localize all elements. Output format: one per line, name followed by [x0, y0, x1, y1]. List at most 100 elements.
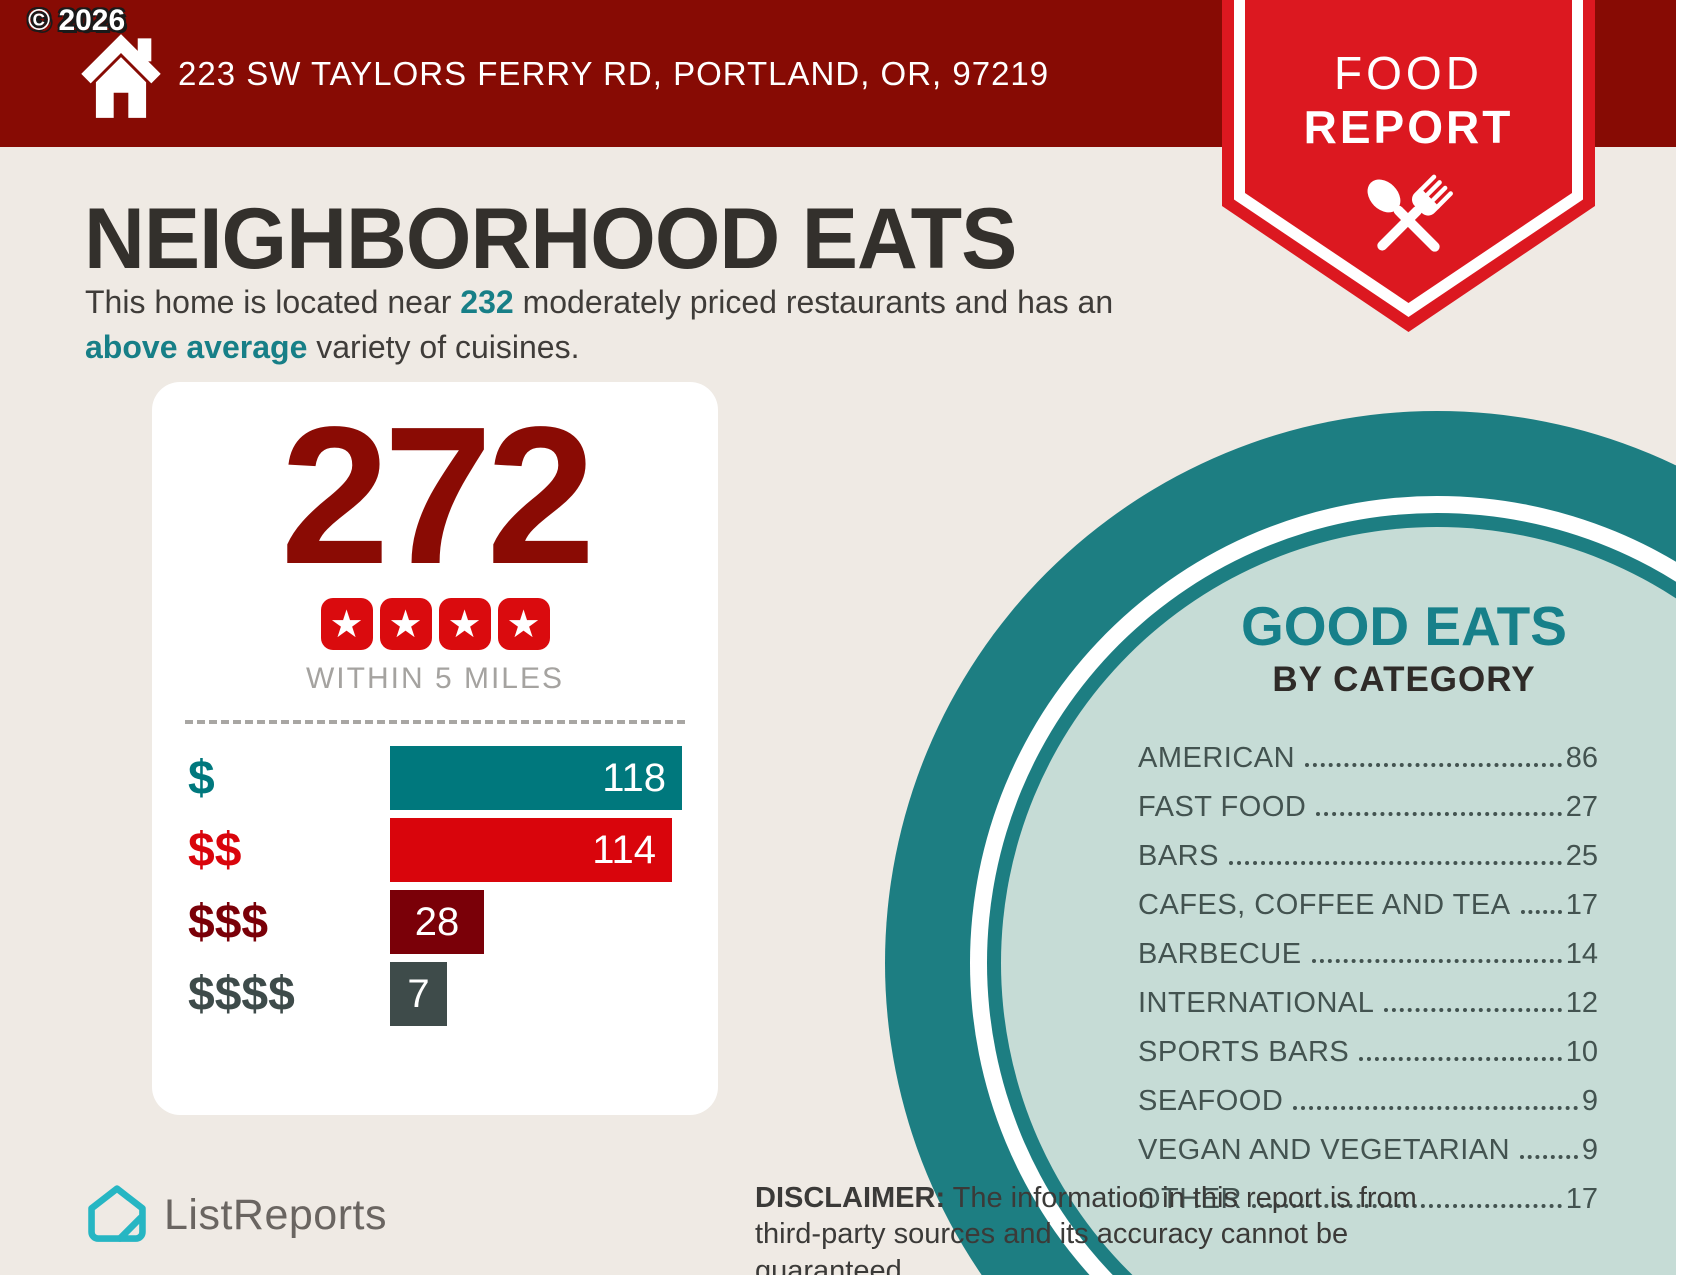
bar-value: 118: [602, 755, 666, 800]
dotted-leader: [1228, 861, 1562, 865]
bar-track: 118: [390, 746, 682, 810]
disclaimer: DISCLAIMER: The information in this repo…: [755, 1180, 1435, 1275]
ribbon-content: FOOD REPORT: [1222, 0, 1595, 332]
disclaimer-label: DISCLAIMER:: [755, 1182, 946, 1214]
price-bar-row: $$$ 28: [188, 890, 682, 954]
category-value: 27: [1565, 791, 1598, 823]
dotted-leader: [1520, 910, 1562, 914]
category-value: 14: [1565, 938, 1598, 970]
price-tier-label: $$$$: [188, 967, 295, 1021]
category-row: INTERNATIONAL 12: [1138, 971, 1598, 1020]
ribbon-title-report: REPORT: [1303, 101, 1514, 153]
star-icon: ★: [497, 598, 550, 650]
bar-value: 28: [414, 899, 460, 944]
price-bar-chart: $ 118 $$ 114: [152, 746, 718, 1034]
listreports-brand: ListReports: [84, 1182, 387, 1248]
dotted-leader: [1305, 763, 1562, 767]
dotted-leader: [1520, 1155, 1578, 1159]
bar: 118: [390, 746, 682, 810]
food-report-ribbon: FOOD REPORT: [1222, 0, 1595, 332]
good-eats-subtitle: BY CATEGORY: [1272, 660, 1536, 699]
bar: 28: [390, 890, 484, 954]
category-row: OTHER 17: [1138, 1167, 1598, 1216]
dotted-leader: [1252, 1204, 1562, 1208]
star-icon: ★: [379, 598, 432, 650]
star-icon: ★: [320, 598, 373, 650]
category-value: 9: [1581, 1085, 1598, 1117]
category-label: AMERICAN: [1138, 742, 1296, 774]
price-bar-row: $ 118: [188, 746, 682, 810]
dotted-leader: [1384, 1008, 1562, 1012]
category-label: SPORTS BARS: [1138, 1036, 1350, 1068]
category-label: FAST FOOD: [1138, 791, 1307, 823]
bar-track: 114: [390, 818, 682, 882]
restaurant-count: 232: [460, 284, 514, 320]
category-value: 10: [1565, 1036, 1598, 1068]
category-value: 12: [1565, 987, 1598, 1019]
intro-text: This home is located near 232 moderately…: [85, 280, 1145, 370]
star-glyph: ★: [388, 602, 423, 646]
good-eats-header: GOOD EATS BY CATEGORY: [1104, 594, 1676, 700]
page-title: NEIGHBORHOOD EATS: [84, 191, 1017, 287]
dotted-leader: [1293, 1106, 1578, 1110]
category-value: 17: [1565, 1183, 1598, 1215]
home-icon: [81, 34, 161, 118]
category-row: SPORTS BARS 10: [1138, 1020, 1598, 1069]
category-row: BARBECUE 14: [1138, 922, 1598, 971]
rating-row: ★ ★ ★ ★: [320, 596, 550, 652]
category-row: CAFES, COFFEE AND TEA 17: [1138, 873, 1598, 922]
category-value: 17: [1565, 889, 1598, 921]
category-list: AMERICAN 86 FAST FOOD 27 BARS 25 CAFES, …: [1138, 726, 1598, 1216]
star-glyph: ★: [506, 602, 541, 646]
price-bar-row: $$ 114: [188, 818, 682, 882]
brand-name: ListReports: [164, 1190, 387, 1239]
star-glyph: ★: [329, 602, 364, 646]
bar-value: 7: [407, 971, 430, 1016]
total-restaurants: 272: [280, 386, 595, 605]
bar-track: 28: [390, 890, 682, 954]
category-row: BARS 25: [1138, 824, 1598, 873]
price-tier-label: $$: [188, 823, 242, 877]
price-bar-row: $$$$ 7: [188, 962, 682, 1026]
stats-card: 272 ★ ★ ★ ★ WITHIN 5 MILES $ 118: [152, 382, 718, 1115]
category-label: BARS: [1138, 840, 1219, 872]
dotted-leader: [1359, 1057, 1562, 1061]
category-label: SEAFOOD: [1138, 1085, 1284, 1117]
category-value: 86: [1565, 742, 1598, 774]
dotted-leader: [1316, 812, 1562, 816]
variety-highlight: above average: [85, 328, 308, 365]
price-tier-label: $$$: [188, 895, 269, 949]
price-tier-label: $: [188, 751, 215, 805]
category-label: VEGAN AND VEGETARIAN: [1138, 1134, 1511, 1166]
bar-value: 114: [592, 827, 656, 872]
ribbon-title-food: FOOD: [1334, 47, 1483, 99]
good-eats-title: GOOD EATS: [1241, 595, 1567, 657]
property-address: 223 SW TAYLORS FERRY RD, PORTLAND, OR, 9…: [178, 54, 1050, 92]
category-row: FAST FOOD 27: [1138, 775, 1598, 824]
category-row: VEGAN AND VEGETARIAN 9: [1138, 1118, 1598, 1167]
copyright-text: © 2026: [28, 4, 126, 37]
spoon-fork-icon: [1367, 174, 1453, 252]
intro-seg2: moderately priced restaurants and has an: [513, 284, 1114, 320]
category-label: INTERNATIONAL: [1138, 987, 1375, 1019]
intro-seg1: This home is located near: [85, 284, 461, 320]
category-value: 9: [1581, 1134, 1598, 1166]
listreports-logo-icon: [88, 1185, 146, 1242]
category-label: BARBECUE: [1138, 938, 1302, 970]
bar-track: 7: [390, 962, 682, 1026]
category-value: 25: [1565, 840, 1598, 872]
dashed-divider: [185, 720, 685, 724]
category-label: CAFES, COFFEE AND TEA: [1138, 889, 1511, 921]
bar: 114: [390, 818, 672, 882]
dotted-leader: [1311, 959, 1562, 963]
ribbon-shape: [1222, 0, 1595, 332]
intro-seg3: variety of cuisines.: [307, 328, 580, 365]
category-row: SEAFOOD 9: [1138, 1069, 1598, 1118]
bar: 7: [390, 962, 447, 1026]
star-glyph: ★: [447, 602, 482, 646]
disclaimer-text: The information in this report is from t…: [755, 1182, 1417, 1275]
radius-label: WITHIN 5 MILES: [305, 662, 565, 695]
category-row: AMERICAN 86: [1138, 726, 1598, 775]
category-label: OTHER: [1138, 1183, 1242, 1215]
